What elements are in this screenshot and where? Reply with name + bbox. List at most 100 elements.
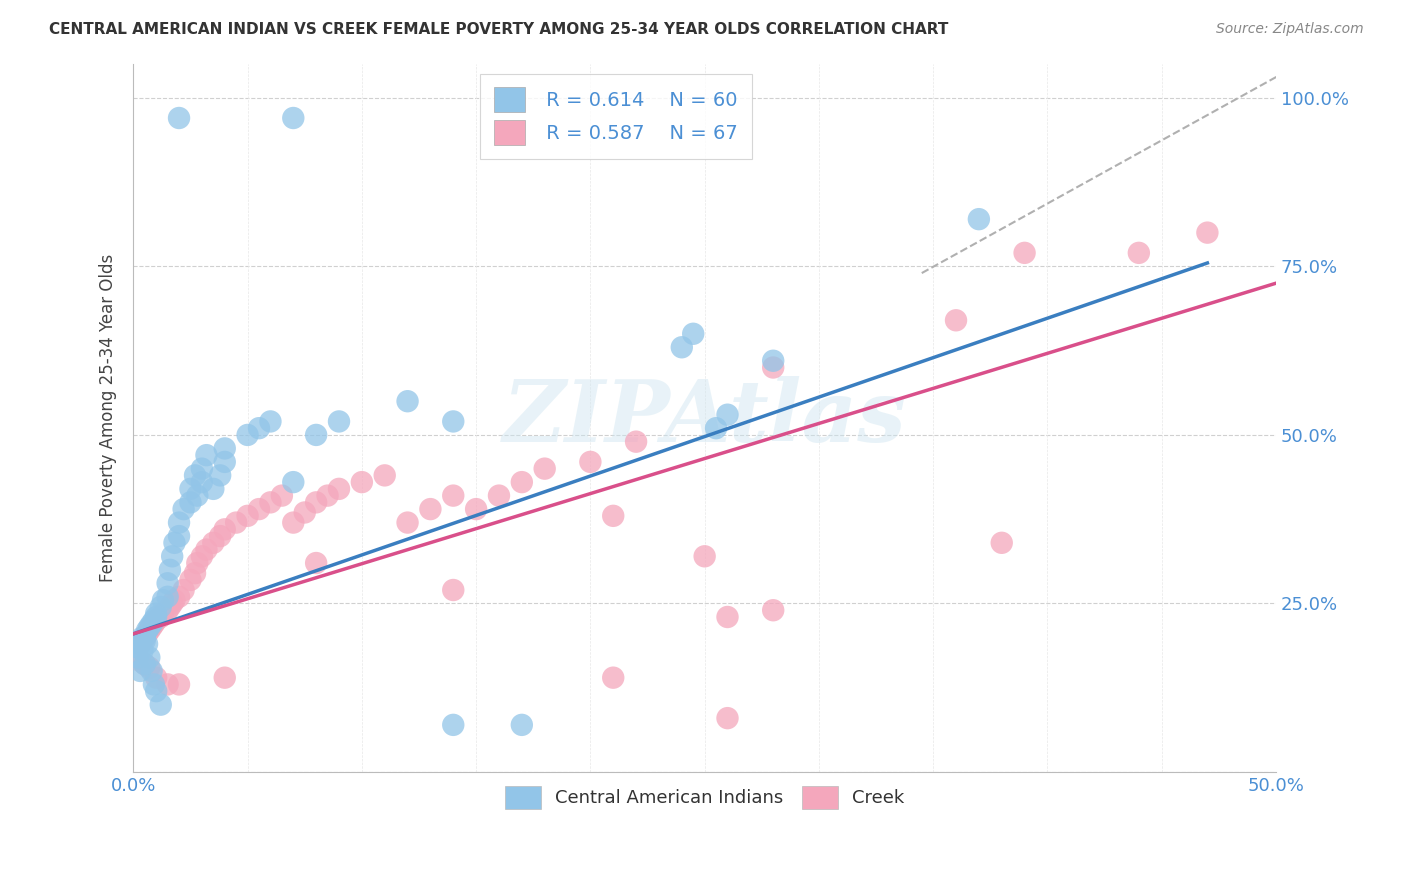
Legend: Central American Indians, Creek: Central American Indians, Creek	[498, 779, 911, 816]
Point	[195, 448, 218, 462]
Point	[294, 506, 316, 520]
Point	[396, 394, 419, 409]
Point	[156, 576, 179, 591]
Point	[145, 610, 167, 624]
Point	[328, 482, 350, 496]
Point	[945, 313, 967, 327]
Point	[693, 549, 716, 564]
Point	[152, 593, 174, 607]
Point	[142, 616, 165, 631]
Point	[214, 442, 236, 456]
Point	[186, 556, 208, 570]
Point	[138, 620, 160, 634]
Point	[602, 508, 624, 523]
Point	[142, 613, 165, 627]
Point	[156, 677, 179, 691]
Point	[396, 516, 419, 530]
Point	[305, 428, 328, 442]
Point	[209, 529, 232, 543]
Point	[247, 421, 270, 435]
Point	[214, 522, 236, 536]
Point	[716, 610, 738, 624]
Point	[283, 475, 305, 489]
Point	[142, 677, 165, 691]
Point	[167, 590, 190, 604]
Point	[225, 516, 247, 530]
Point	[149, 610, 172, 624]
Point	[145, 613, 167, 627]
Point	[149, 698, 172, 712]
Point	[191, 549, 214, 564]
Point	[159, 599, 181, 614]
Point	[259, 495, 281, 509]
Point	[762, 603, 785, 617]
Point	[441, 489, 464, 503]
Point	[141, 664, 163, 678]
Point	[214, 455, 236, 469]
Text: ZIPAtlas: ZIPAtlas	[503, 376, 907, 459]
Point	[1014, 245, 1036, 260]
Point	[160, 549, 183, 564]
Point	[671, 340, 693, 354]
Point	[579, 455, 602, 469]
Point	[141, 616, 163, 631]
Point	[236, 428, 259, 442]
Point	[214, 671, 236, 685]
Point	[716, 408, 738, 422]
Point	[195, 542, 218, 557]
Point	[236, 508, 259, 523]
Point	[138, 624, 160, 638]
Point	[682, 326, 704, 341]
Point	[184, 468, 207, 483]
Point	[209, 468, 232, 483]
Point	[441, 414, 464, 428]
Point	[704, 421, 727, 435]
Point	[179, 573, 201, 587]
Point	[127, 650, 149, 665]
Point	[138, 650, 160, 665]
Point	[259, 414, 281, 428]
Point	[186, 489, 208, 503]
Point	[129, 654, 152, 668]
Point	[1197, 226, 1219, 240]
Point	[533, 461, 555, 475]
Point	[465, 502, 488, 516]
Point	[305, 495, 328, 509]
Point	[160, 597, 183, 611]
Point	[131, 643, 153, 657]
Point	[145, 607, 167, 621]
Point	[134, 657, 156, 672]
Point	[134, 633, 156, 648]
Point	[419, 502, 441, 516]
Point	[134, 630, 156, 644]
Point	[270, 489, 292, 503]
Point	[141, 620, 163, 634]
Point	[990, 536, 1012, 550]
Point	[510, 475, 533, 489]
Point	[167, 111, 190, 125]
Point	[1128, 245, 1150, 260]
Point	[173, 582, 195, 597]
Point	[179, 495, 201, 509]
Text: Source: ZipAtlas.com: Source: ZipAtlas.com	[1216, 22, 1364, 37]
Point	[441, 582, 464, 597]
Point	[159, 563, 181, 577]
Point	[762, 353, 785, 368]
Point	[152, 607, 174, 621]
Point	[163, 536, 186, 550]
Point	[488, 489, 510, 503]
Point	[716, 711, 738, 725]
Point	[167, 516, 190, 530]
Point	[131, 630, 153, 644]
Point	[328, 414, 350, 428]
Point	[967, 212, 990, 227]
Point	[602, 671, 624, 685]
Point	[129, 637, 152, 651]
Point	[136, 637, 159, 651]
Point	[305, 556, 328, 570]
Point	[163, 593, 186, 607]
Point	[134, 657, 156, 672]
Point	[762, 360, 785, 375]
Point	[127, 640, 149, 655]
Point	[167, 677, 190, 691]
